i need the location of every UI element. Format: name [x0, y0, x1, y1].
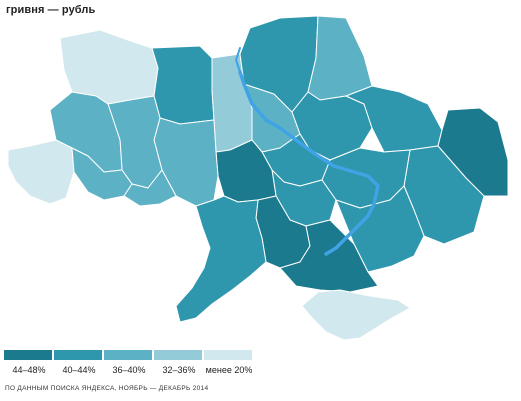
legend-bars: [4, 350, 256, 360]
region-odesa[interactable]: [175, 195, 267, 323]
region-zakarpattia[interactable]: [7, 139, 75, 205]
ukraine-map: [7, 15, 509, 341]
legend-label-under-20: менее 20%: [205, 365, 253, 375]
legend-labels: 44–48% 40–44% 36–40% 32–36% менее 20%: [4, 365, 256, 379]
legend-swatch-40-44: [54, 350, 102, 360]
legend-swatch-36-40: [104, 350, 152, 360]
legend-label-44-48: 44–48%: [12, 365, 46, 375]
region-sumy[interactable]: [307, 15, 373, 101]
legend: 44–48% 40–44% 36–40% 32–36% менее 20%: [4, 350, 256, 379]
dnieper-river: [238, 70, 380, 256]
legend-swatch-under-20: [204, 350, 252, 360]
legend-label-36-40: 36–40%: [112, 365, 146, 375]
dnieper-river-upper: [235, 47, 241, 73]
region-rivne[interactable]: [151, 45, 215, 125]
legend-swatch-44-48: [4, 350, 52, 360]
region-chernivtsi[interactable]: [123, 169, 177, 207]
legend-label-40-44: 40–44%: [62, 365, 96, 375]
map-title: гривня — рубль: [6, 4, 96, 16]
legend-swatch-32-36: [154, 350, 202, 360]
source-note: ПО ДАННЫМ ПОИСКА ЯНДЕКСА, НОЯБРЬ — ДЕКАБ…: [5, 385, 209, 392]
legend-label-32-36: 32–36%: [162, 365, 196, 375]
region-crimea[interactable]: [301, 289, 411, 341]
